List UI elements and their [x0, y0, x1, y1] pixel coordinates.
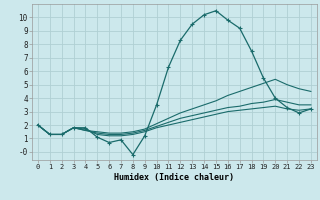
X-axis label: Humidex (Indice chaleur): Humidex (Indice chaleur) — [115, 173, 234, 182]
